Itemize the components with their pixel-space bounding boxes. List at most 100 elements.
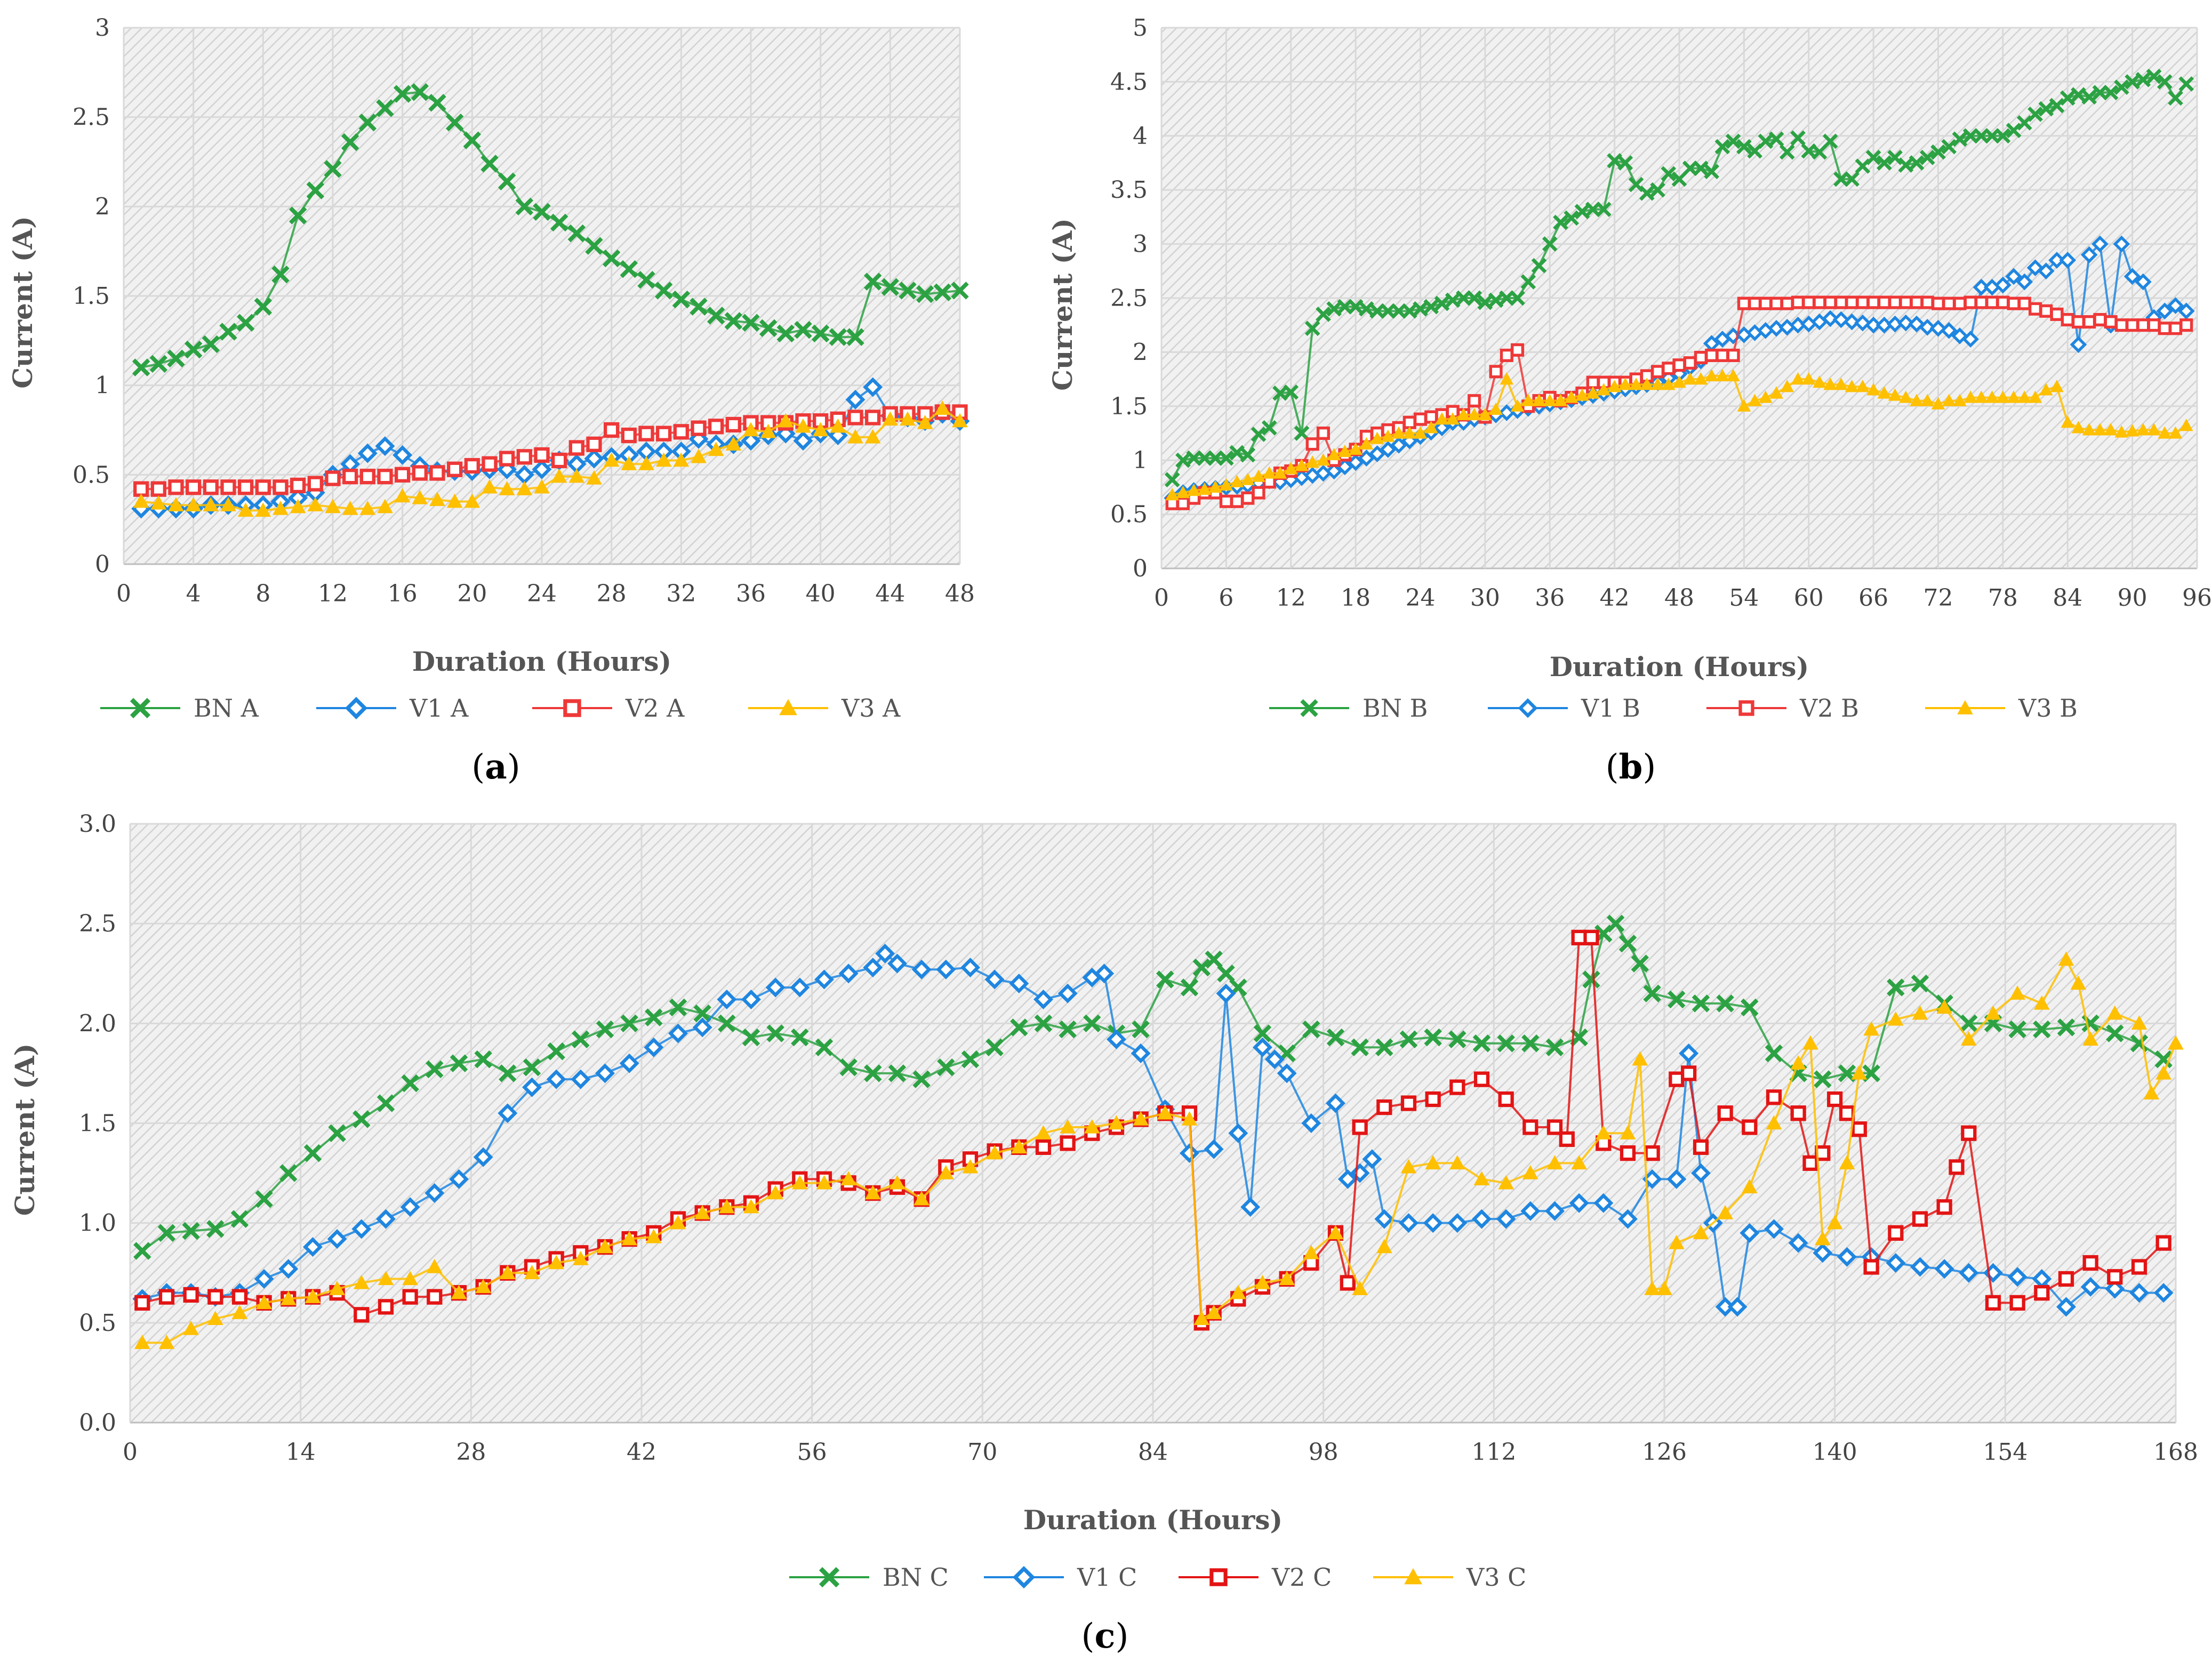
data-point (1327, 1225, 1344, 1240)
data-point (1402, 426, 1417, 439)
data-point (793, 431, 813, 451)
data-point (2082, 315, 2096, 329)
data-point (1742, 1119, 1758, 1135)
data-point (1919, 150, 1935, 165)
data-point (952, 413, 968, 428)
data-point (1108, 1115, 1125, 1130)
data-point (1399, 1030, 1418, 1049)
x-tick-label: 126 (1642, 1439, 1687, 1466)
data-point (1994, 276, 2011, 294)
data-point (1545, 1038, 1564, 1056)
data-point (1376, 1239, 1392, 1254)
y-tick-label: 2 (95, 193, 110, 220)
data-point (1951, 327, 1968, 344)
data-point (1911, 974, 1929, 993)
data-point (516, 481, 533, 495)
data-point (288, 206, 307, 224)
data-point (219, 323, 237, 341)
data-point (401, 1074, 419, 1093)
data-point (2009, 985, 2026, 1000)
data-point (1381, 429, 1395, 442)
legend-marker-icon (1300, 699, 1318, 717)
data-point (1229, 445, 1245, 461)
data-point (1942, 296, 1956, 310)
data-point (2038, 101, 2054, 117)
data-point (1216, 983, 1236, 1003)
data-point (1845, 380, 1859, 392)
data-point (2158, 426, 2172, 439)
data-point (847, 429, 863, 444)
data-point (673, 424, 689, 440)
data-point (202, 335, 220, 354)
data-point (1920, 295, 1934, 309)
data-point (329, 1281, 346, 1295)
y-tick-label: 1.5 (73, 283, 110, 310)
data-point (1219, 450, 1234, 466)
data-point (1607, 380, 1622, 392)
data-point (1009, 974, 1029, 993)
data-point (863, 377, 883, 397)
data-point (1758, 133, 1774, 149)
data-point (794, 320, 812, 339)
data-point (342, 501, 358, 515)
data-point (718, 1199, 735, 1214)
data-point (1912, 1005, 1928, 1020)
data-point (327, 1229, 347, 1249)
data-point (2017, 296, 2031, 310)
data-point (1326, 1093, 1345, 1113)
x-tick-label: 36 (736, 580, 766, 607)
data-point (645, 1008, 663, 1026)
data-point (1725, 133, 1741, 149)
data-point (428, 94, 446, 112)
y-tick-label: 0.0 (79, 1409, 116, 1436)
data-point (1899, 295, 1913, 309)
data-point (708, 419, 724, 435)
data-point (1714, 139, 1730, 155)
data-point (1253, 1024, 1272, 1042)
panel-caption: (a) (471, 747, 520, 787)
data-point (693, 1004, 711, 1023)
data-point (1425, 1091, 1441, 1107)
data-point (2113, 235, 2130, 253)
data-point (596, 1020, 614, 1039)
data-point (2135, 273, 2152, 291)
data-point (1546, 1155, 1563, 1170)
data-point (1618, 934, 1637, 953)
data-point (429, 465, 445, 481)
y-tick-label: 0 (95, 551, 110, 578)
data-point (2168, 426, 2183, 439)
data-point (637, 271, 655, 289)
data-point (2070, 975, 2087, 990)
legend: BN C V1 C V2 C V3 C (789, 1563, 1526, 1592)
data-point (1802, 1155, 1818, 1171)
data-point (1826, 1215, 1843, 1230)
data-point (2039, 383, 2053, 396)
data-point (1839, 1155, 1855, 1170)
data-point (150, 481, 166, 497)
data-point (515, 197, 534, 216)
data-point (2114, 425, 2129, 438)
data-point (655, 452, 672, 467)
data-point (708, 441, 724, 456)
data-point (644, 1037, 664, 1057)
data-point (2061, 313, 2074, 327)
data-point (1413, 301, 1428, 317)
x-tick-label: 18 (1341, 584, 1371, 612)
data-point (654, 282, 673, 300)
data-point (306, 181, 325, 199)
data-point (1305, 455, 1320, 468)
data-point (1498, 1091, 1514, 1107)
x-tick-label: 42 (1600, 584, 1630, 612)
data-point (2147, 423, 2161, 436)
data-point (1856, 295, 1870, 309)
data-point (1888, 388, 1902, 401)
data-point (1741, 1179, 1758, 1193)
data-point (1402, 415, 1416, 429)
series-v3-a (133, 400, 968, 517)
data-point (961, 1050, 980, 1069)
x-tick-label: 48 (945, 580, 975, 607)
data-point (1704, 164, 1720, 180)
data-point (523, 1058, 541, 1077)
data-point (1553, 394, 1568, 406)
data-point (864, 1064, 882, 1082)
